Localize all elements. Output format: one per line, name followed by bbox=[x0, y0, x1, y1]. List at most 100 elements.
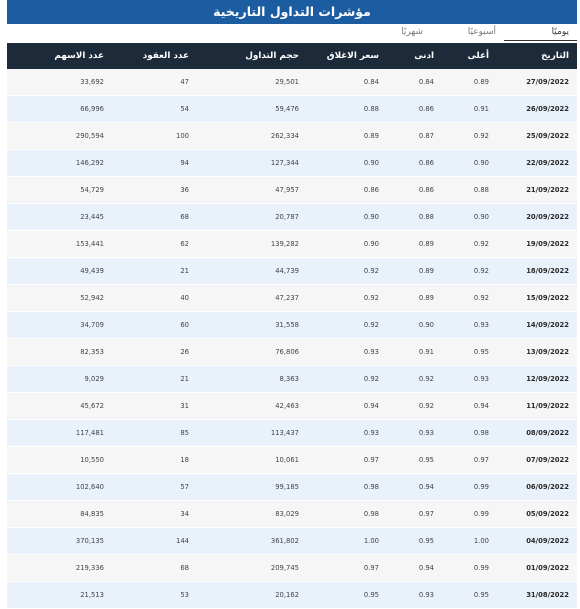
cell-shares: 102,640 bbox=[7, 473, 112, 501]
cell-close: 0.92 bbox=[307, 284, 387, 312]
table-row: 08/09/2022 0.98 0.93 0.93 113,437 85 117,481 bbox=[7, 419, 577, 447]
column-header-low[interactable]: ادنى bbox=[387, 43, 442, 69]
cell-shares: 82,353 bbox=[7, 338, 112, 366]
table-row: 12/09/2022 0.93 0.92 0.92 8,363 21 9,029 bbox=[7, 365, 577, 393]
cell-high: 0.95 bbox=[442, 581, 497, 609]
cell-deals: 144 bbox=[112, 527, 197, 555]
cell-date: 14/09/2022 bbox=[497, 311, 577, 339]
cell-deals: 68 bbox=[112, 554, 197, 582]
cell-volume: 262,334 bbox=[197, 122, 307, 150]
cell-deals: 47 bbox=[112, 69, 197, 96]
cell-shares: 52,942 bbox=[7, 284, 112, 312]
cell-deals: 54 bbox=[112, 95, 197, 123]
column-header-close[interactable]: سعر الاغلاق bbox=[307, 43, 387, 69]
cell-volume: 59,476 bbox=[197, 95, 307, 123]
cell-deals: 62 bbox=[112, 230, 197, 258]
table-row: 31/08/2022 0.95 0.93 0.95 20,162 53 21,513 bbox=[7, 581, 577, 609]
column-header-high[interactable]: أعلى bbox=[442, 43, 497, 69]
cell-high: 0.91 bbox=[442, 95, 497, 123]
cell-high: 0.99 bbox=[442, 554, 497, 582]
table-row: 18/09/2022 0.92 0.89 0.92 44,739 21 49,439 bbox=[7, 257, 577, 285]
table-row: 22/09/2022 0.90 0.86 0.90 127,344 94 146,292 bbox=[7, 149, 577, 177]
table-row: 07/09/2022 0.97 0.95 0.97 10,061 18 10,550 bbox=[7, 446, 577, 474]
cell-date: 01/09/2022 bbox=[497, 554, 577, 582]
cell-date: 25/09/2022 bbox=[497, 122, 577, 150]
table-header-row: التاريخ أعلى ادنى سعر الاغلاق حجم التداو… bbox=[7, 43, 577, 69]
cell-volume: 83,029 bbox=[197, 500, 307, 528]
tab-monthly[interactable]: شهريًا bbox=[401, 27, 423, 37]
cell-high: 0.99 bbox=[442, 473, 497, 501]
cell-deals: 68 bbox=[112, 203, 197, 231]
cell-low: 0.86 bbox=[387, 95, 442, 123]
cell-volume: 20,787 bbox=[197, 203, 307, 231]
cell-shares: 9,029 bbox=[7, 365, 112, 393]
cell-high: 0.90 bbox=[442, 203, 497, 231]
column-header-volume[interactable]: حجم التداول bbox=[197, 43, 307, 69]
table-row: 26/09/2022 0.91 0.86 0.88 59,476 54 66,996 bbox=[7, 95, 577, 123]
cell-deals: 94 bbox=[112, 149, 197, 177]
cell-volume: 31,558 bbox=[197, 311, 307, 339]
cell-volume: 42,463 bbox=[197, 392, 307, 420]
cell-date: 27/09/2022 bbox=[497, 69, 577, 96]
cell-low: 0.86 bbox=[387, 176, 442, 204]
cell-low: 0.92 bbox=[387, 365, 442, 393]
cell-deals: 36 bbox=[112, 176, 197, 204]
cell-high: 0.90 bbox=[442, 149, 497, 177]
cell-high: 0.92 bbox=[442, 284, 497, 312]
cell-deals: 26 bbox=[112, 338, 197, 366]
cell-low: 0.91 bbox=[387, 338, 442, 366]
cell-shares: 290,594 bbox=[7, 122, 112, 150]
cell-low: 0.92 bbox=[387, 392, 442, 420]
cell-deals: 60 bbox=[112, 311, 197, 339]
cell-volume: 127,344 bbox=[197, 149, 307, 177]
cell-close: 0.95 bbox=[307, 581, 387, 609]
period-tabs: يوميًا أسبوعيًا شهريًا bbox=[7, 24, 577, 42]
cell-date: 07/09/2022 bbox=[497, 446, 577, 474]
column-header-shares[interactable]: عدد الاسهم bbox=[7, 43, 112, 69]
cell-date: 06/09/2022 bbox=[497, 473, 577, 501]
cell-deals: 34 bbox=[112, 500, 197, 528]
cell-deals: 21 bbox=[112, 257, 197, 285]
cell-volume: 209,745 bbox=[197, 554, 307, 582]
cell-close: 0.90 bbox=[307, 230, 387, 258]
column-header-date[interactable]: التاريخ bbox=[497, 43, 577, 69]
cell-high: 0.93 bbox=[442, 365, 497, 393]
cell-low: 0.95 bbox=[387, 527, 442, 555]
tab-daily[interactable]: يوميًا bbox=[504, 24, 577, 41]
cell-volume: 29,501 bbox=[197, 69, 307, 96]
cell-low: 0.87 bbox=[387, 122, 442, 150]
cell-shares: 10,550 bbox=[7, 446, 112, 474]
cell-close: 0.86 bbox=[307, 176, 387, 204]
column-header-deals[interactable]: عدد العقود bbox=[112, 43, 197, 69]
cell-high: 0.92 bbox=[442, 122, 497, 150]
cell-low: 0.88 bbox=[387, 203, 442, 231]
cell-date: 18/09/2022 bbox=[497, 257, 577, 285]
table-row: 13/09/2022 0.95 0.91 0.93 76,806 26 82,353 bbox=[7, 338, 577, 366]
cell-close: 0.84 bbox=[307, 69, 387, 96]
cell-close: 0.94 bbox=[307, 392, 387, 420]
cell-deals: 21 bbox=[112, 365, 197, 393]
cell-close: 0.97 bbox=[307, 446, 387, 474]
cell-high: 0.92 bbox=[442, 257, 497, 285]
cell-high: 0.97 bbox=[442, 446, 497, 474]
cell-date: 21/09/2022 bbox=[497, 176, 577, 204]
cell-shares: 45,672 bbox=[7, 392, 112, 420]
cell-date: 31/08/2022 bbox=[497, 581, 577, 609]
cell-high: 0.93 bbox=[442, 311, 497, 339]
cell-shares: 146,292 bbox=[7, 149, 112, 177]
cell-low: 0.89 bbox=[387, 284, 442, 312]
cell-close: 0.92 bbox=[307, 365, 387, 393]
cell-date: 26/09/2022 bbox=[497, 95, 577, 123]
cell-close: 0.97 bbox=[307, 554, 387, 582]
table-row: 21/09/2022 0.88 0.86 0.86 47,957 36 54,729 bbox=[7, 176, 577, 204]
cell-close: 0.92 bbox=[307, 311, 387, 339]
cell-high: 0.88 bbox=[442, 176, 497, 204]
cell-shares: 34,709 bbox=[7, 311, 112, 339]
table-row: 14/09/2022 0.93 0.90 0.92 31,558 60 34,709 bbox=[7, 311, 577, 339]
tab-weekly[interactable]: أسبوعيًا bbox=[467, 27, 496, 37]
cell-close: 0.90 bbox=[307, 149, 387, 177]
cell-shares: 54,729 bbox=[7, 176, 112, 204]
cell-deals: 100 bbox=[112, 122, 197, 150]
cell-close: 0.89 bbox=[307, 122, 387, 150]
table-row: 04/09/2022 1.00 0.95 1.00 361,802 144 370,135 bbox=[7, 527, 577, 555]
